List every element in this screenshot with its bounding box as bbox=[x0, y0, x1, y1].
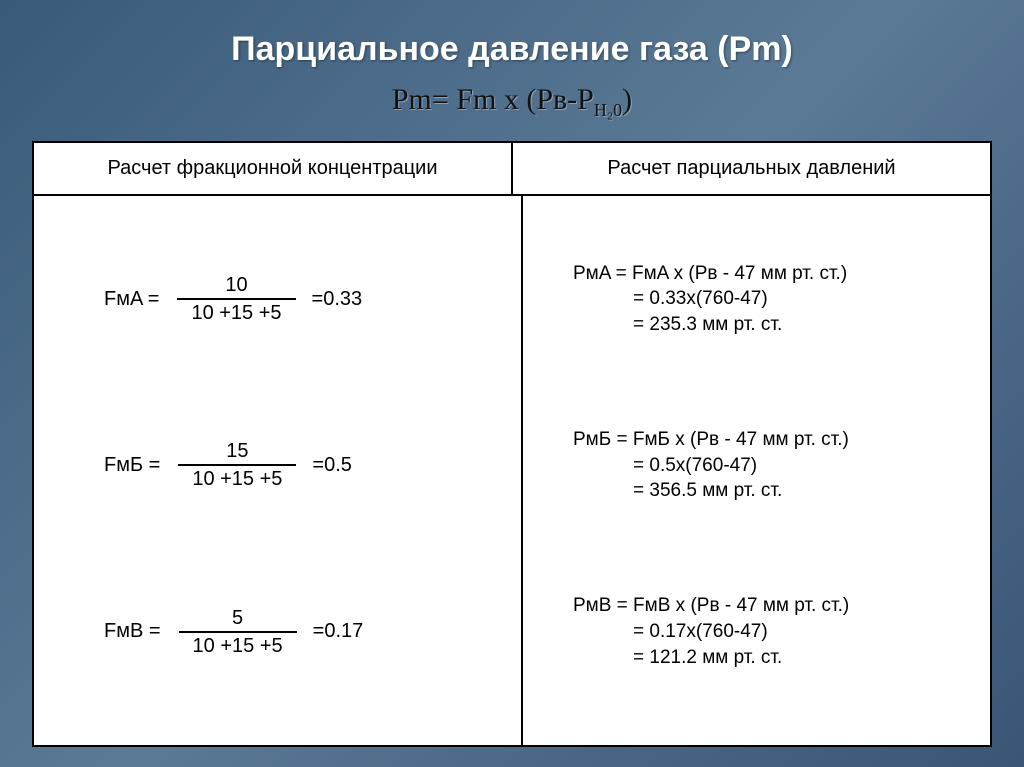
pressure-line1: PмБ = FмБ x (Pв - 47 мм рт. ст.) bbox=[573, 427, 960, 453]
formula-op: x bbox=[504, 83, 519, 116]
fraction: 10 10 +15 +5 bbox=[177, 272, 295, 326]
fraction-num: 15 bbox=[212, 438, 262, 464]
col-header-right: Расчет парциальных давлений bbox=[511, 143, 990, 194]
fraction: 15 10 +15 +5 bbox=[178, 438, 296, 492]
pressure-row: PмA = FмA x (Pв - 47 мм рт. ст.) = 0.33x… bbox=[573, 261, 960, 338]
pressure-row: PмБ = FмБ x (Pв - 47 мм рт. ст.) = 0.5x(… bbox=[573, 427, 960, 504]
table-panel: Расчет фракционной концентрации Расчет п… bbox=[32, 141, 992, 747]
fraction-den: 10 +15 +5 bbox=[177, 300, 295, 326]
formula-paren: (Рв-Р bbox=[526, 83, 594, 116]
fraction-rhs: =0.5 bbox=[312, 454, 351, 477]
pressure-line3: = 121.2 мм рт. ст. bbox=[573, 645, 960, 671]
formula-sub: Н₂0 bbox=[594, 100, 622, 120]
fraction-row: FмБ = 15 10 +15 +5 =0.5 bbox=[104, 438, 491, 492]
pressure-line1: PмA = FмA x (Pв - 47 мм рт. ст.) bbox=[573, 261, 960, 287]
pressure-line2: = 0.5x(760-47) bbox=[573, 453, 960, 479]
fraction-num: 10 bbox=[211, 272, 261, 298]
pressure-line3: = 235.3 мм рт. ст. bbox=[573, 312, 960, 338]
fraction-row: FмB = 5 10 +15 +5 =0.17 bbox=[104, 605, 491, 659]
page-title: Парциальное давление газа (Pm) bbox=[231, 30, 793, 69]
fraction-lhs: FмБ = bbox=[104, 454, 160, 477]
pressure-row: PмB = FмB x (Pв - 47 мм рт. ст.) = 0.17x… bbox=[573, 593, 960, 670]
fraction-rhs: =0.17 bbox=[313, 620, 364, 643]
fraction-rhs: =0.33 bbox=[312, 288, 363, 311]
pressure-line3: = 356.5 мм рт. ст. bbox=[573, 478, 960, 504]
col-header-left: Расчет фракционной концентрации bbox=[34, 143, 511, 194]
fraction-lhs: FмB = bbox=[104, 620, 161, 643]
fraction-lhs: FмA = bbox=[104, 288, 159, 311]
fraction-cell: FмA = 10 10 +15 +5 =0.33 FмБ = 15 10 +15… bbox=[34, 196, 521, 745]
formula-lhs: Pm bbox=[392, 83, 432, 116]
slide: Парциальное давление газа (Pm) Pm= Fm x … bbox=[0, 0, 1024, 767]
fraction: 5 10 +15 +5 bbox=[179, 605, 297, 659]
pressure-line2: = 0.33x(760-47) bbox=[573, 286, 960, 312]
formula-close: ) bbox=[622, 83, 632, 116]
formula-fm: Fm bbox=[456, 83, 496, 116]
table-header-row: Расчет фракционной концентрации Расчет п… bbox=[34, 143, 990, 196]
main-formula: Pm= Fm x (Рв-РН₂0) bbox=[392, 83, 632, 121]
fraction-den: 10 +15 +5 bbox=[179, 633, 297, 659]
table-body-row: FмA = 10 10 +15 +5 =0.33 FмБ = 15 10 +15… bbox=[34, 196, 990, 745]
fraction-row: FмA = 10 10 +15 +5 =0.33 bbox=[104, 272, 491, 326]
pressure-cell: PмA = FмA x (Pв - 47 мм рт. ст.) = 0.33x… bbox=[521, 196, 990, 745]
fraction-den: 10 +15 +5 bbox=[178, 466, 296, 492]
fraction-num: 5 bbox=[218, 605, 257, 631]
pressure-line1: PмB = FмB x (Pв - 47 мм рт. ст.) bbox=[573, 593, 960, 619]
pressure-line2: = 0.17x(760-47) bbox=[573, 619, 960, 645]
